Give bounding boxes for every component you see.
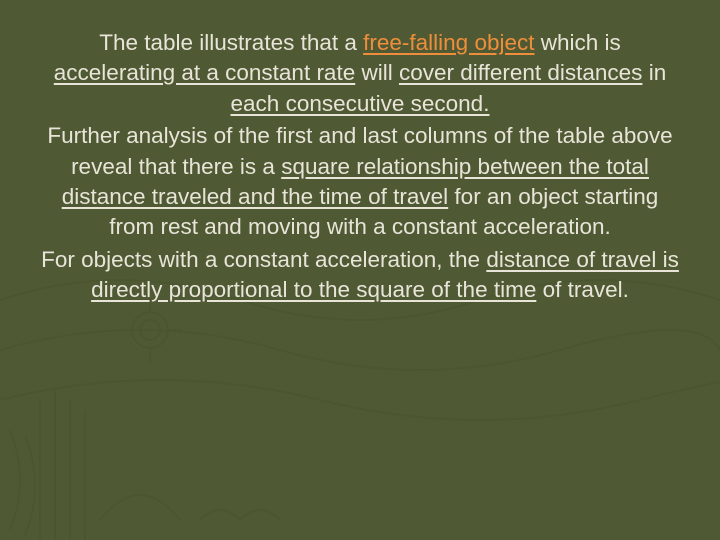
underlined-phrase: each consecutive second. — [231, 91, 490, 116]
text: The table illustrates that a — [99, 30, 363, 55]
underlined-phrase: accelerating at a constant rate — [54, 60, 355, 85]
text: For objects with a constant acceleration… — [41, 247, 486, 272]
text: which is — [534, 30, 620, 55]
text: in — [642, 60, 666, 85]
underlined-phrase: cover different distances — [399, 60, 642, 85]
paragraph-1: The table illustrates that a free-fallin… — [40, 28, 680, 119]
slide-body: The table illustrates that a free-fallin… — [0, 0, 720, 540]
text: of travel. — [536, 277, 629, 302]
paragraph-3: For objects with a constant acceleration… — [40, 245, 680, 306]
free-falling-object-link[interactable]: free-falling object — [363, 30, 534, 55]
paragraph-2: Further analysis of the first and last c… — [40, 121, 680, 243]
text: will — [355, 60, 399, 85]
